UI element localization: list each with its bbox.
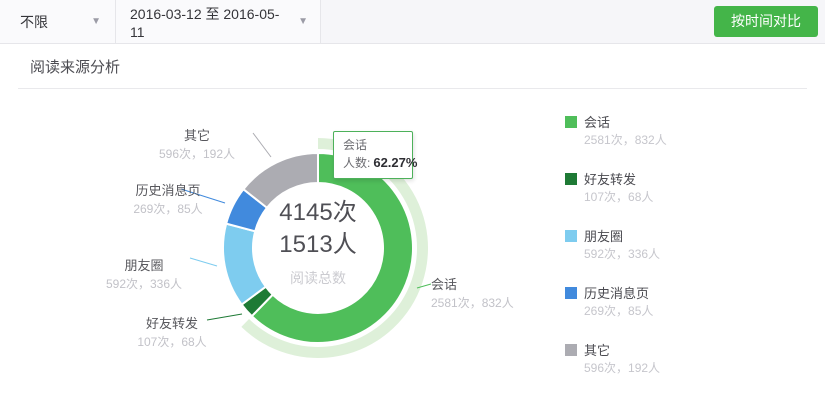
legend-item-pengyouquan[interactable]: 朋友圈 592次，336人 [565,228,667,264]
legend-swatch-icon [565,344,577,356]
callout-counts: 2581次，832人 [431,296,514,310]
chevron-down-icon: ▼ [298,16,308,27]
legend-swatch-icon [565,287,577,299]
legend-label: 会话 [584,115,611,130]
scope-dropdown[interactable]: 不限 ▼ [0,0,116,43]
legend-counts: 596次，192人 [584,361,661,375]
scope-dropdown-value: 不限 [20,13,48,30]
legend-swatch-icon [565,173,577,185]
section-divider [18,88,807,89]
total-readers: 1513人 [279,231,357,258]
callout-label: 朋友圈 [124,258,164,273]
callout-label: 会话 [431,277,458,292]
tooltip-value: 62.27% [373,155,418,170]
tooltip-row: 人数: 62.27% [343,154,417,172]
callout-label: 好友转发 [145,316,198,331]
callout-counts: 596次，192人 [158,147,236,161]
legend-label: 朋友圈 [584,229,624,244]
callout-label: 其它 [183,128,210,143]
date-range-dropdown[interactable]: 2016-03-12 至 2016-05-11 ▼ [116,0,321,43]
callout-lishixiaoxiye: 历史消息页 269次，85人 [118,182,218,219]
legend-item-qita[interactable]: 其它 596次，192人 [565,342,667,378]
compare-by-time-button[interactable]: 按时间对比 [714,6,818,37]
legend-label: 其它 [584,343,611,358]
legend-swatch-icon [565,116,577,128]
legend-label: 好友转发 [584,172,637,187]
callout-counts: 269次，85人 [133,202,203,216]
callout-label: 历史消息页 [135,183,201,198]
callout-haoyouzhuanfa: 好友转发 107次，68人 [122,315,222,352]
legend-label: 历史消息页 [584,286,650,301]
callout-huihua: 会话 2581次，832人 [431,276,541,313]
legend-counts: 592次，336人 [584,247,661,261]
legend-counts: 2581次，832人 [584,133,667,147]
filter-bar: 不限 ▼ 2016-03-12 至 2016-05-11 ▼ 按时间对比 [0,0,825,44]
chart-legend: 会话 2581次，832人 好友转发 107次，68人 朋友圈 592次，336… [565,114,667,399]
legend-item-haoyouzhuanfa[interactable]: 好友转发 107次，68人 [565,171,667,207]
donut-center-totals: 4145次 1513人 阅读总数 [238,197,398,287]
legend-counts: 107次，68人 [584,190,654,204]
chevron-down-icon: ▼ [91,16,101,27]
page-title: 阅读来源分析 [30,59,121,76]
legend-item-lishixiaoxiye[interactable]: 历史消息页 269次，85人 [565,285,667,321]
tooltip-metric-label: 人数: [343,156,371,170]
legend-swatch-icon [565,230,577,242]
donut-chart[interactable] [150,100,570,400]
total-reads: 4145次 [279,199,357,226]
legend-counts: 269次，85人 [584,304,654,318]
total-caption: 阅读总数 [290,270,346,286]
tooltip-series-name: 会话 [343,138,368,152]
legend-item-huihua[interactable]: 会话 2581次，832人 [565,114,667,150]
chart-tooltip: 会话 人数: 62.27% [333,131,417,179]
callout-counts: 107次，68人 [137,335,207,349]
callout-pengyouquan: 朋友圈 592次，336人 [94,257,194,294]
date-range-value: 2016-03-12 至 2016-05-11 [130,5,280,40]
callout-counts: 592次，336人 [105,277,183,291]
callout-qita: 其它 596次，192人 [150,127,244,164]
